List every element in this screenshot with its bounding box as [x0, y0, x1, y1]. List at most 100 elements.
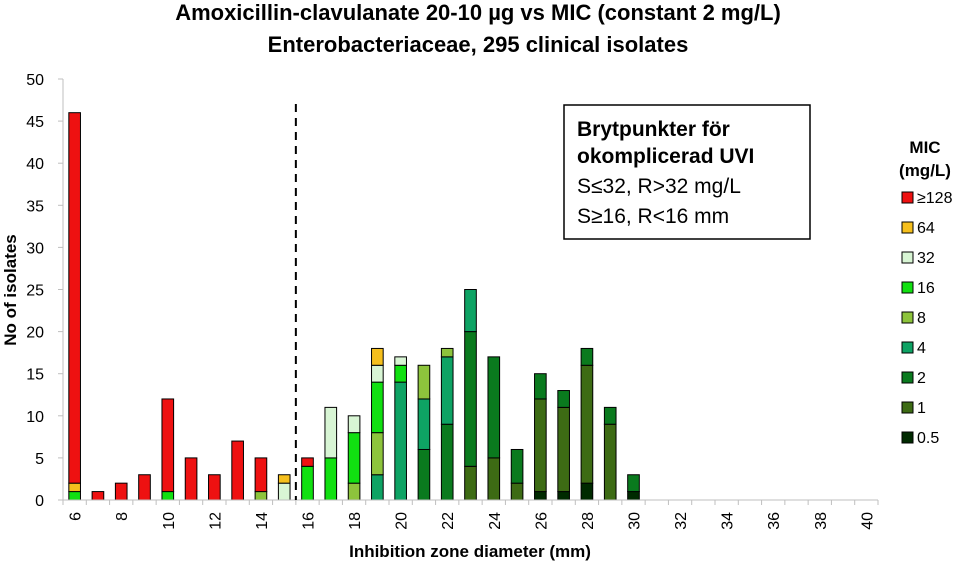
x-tick-label: 12	[207, 512, 224, 530]
bar-segment	[394, 356, 407, 366]
bar-segment	[277, 474, 291, 484]
x-axis-tick-labels: 6 8 10 12 14 16 18 20 22 24 26 28 30 32 34 36 38 40	[68, 512, 877, 530]
annotation-line-4: S≥16, R<16 mm	[577, 205, 729, 228]
bar-segment	[510, 448, 524, 484]
bar-segment	[557, 491, 570, 501]
bar-segment	[277, 482, 291, 501]
bar-segment	[534, 373, 547, 400]
bar-segment	[91, 491, 105, 501]
bar-segment	[440, 347, 454, 358]
bar-segment	[440, 423, 454, 501]
bar-segment	[347, 432, 361, 484]
y-tick-label: 20	[26, 325, 44, 342]
legend-label: 32	[917, 250, 935, 267]
bar-segment	[627, 474, 640, 493]
bar-segment	[417, 398, 431, 450]
bar-segment	[371, 432, 384, 476]
x-tick-label: 16	[301, 512, 318, 530]
x-tick-label: 18	[347, 512, 364, 530]
bar-segment	[534, 398, 547, 493]
bar-segment	[603, 406, 617, 425]
y-tick-label: 30	[26, 240, 44, 257]
y-tick-label: 10	[26, 409, 44, 426]
bar-segment	[184, 457, 198, 501]
x-tick-label: 40	[859, 512, 876, 530]
x-tick-label: 36	[766, 512, 783, 530]
bar-segment	[324, 406, 338, 459]
axes	[58, 78, 879, 505]
bar-segment	[603, 423, 617, 501]
annotation-line-2: okomplicerad UVI	[577, 145, 754, 168]
legend: MIC (mg/L) ≥128 64 32 16 8 4 2 1 0.5	[899, 138, 953, 447]
bar-segment	[301, 457, 314, 467]
bar-segment	[557, 390, 570, 408]
x-tick-label: 38	[813, 512, 830, 530]
y-tick-label: 45	[26, 114, 44, 131]
bar-segment	[417, 364, 431, 400]
bar-segment	[580, 364, 594, 484]
bar-segment	[464, 465, 477, 501]
bar-segment	[371, 474, 384, 501]
x-tick-label: 32	[673, 512, 690, 530]
bar-segment	[371, 364, 384, 383]
y-tick-label: 25	[26, 283, 44, 300]
x-tick-label: 34	[720, 512, 737, 530]
bar-segment	[208, 474, 221, 501]
legend-swatch	[901, 371, 914, 384]
bars	[68, 112, 640, 501]
legend-swatch	[901, 341, 914, 354]
legend-label: 1	[917, 400, 926, 417]
bar-segment	[487, 457, 501, 501]
bar-segment	[440, 356, 454, 425]
bar-segment	[231, 440, 244, 501]
y-tick-label: 15	[26, 367, 44, 384]
legend-swatch	[901, 401, 914, 414]
x-tick-label: 24	[487, 512, 504, 530]
bar-segment	[394, 364, 407, 383]
legend-label: 16	[917, 280, 935, 297]
y-tick-label: 40	[26, 156, 44, 173]
bar-segment	[68, 482, 81, 493]
bar-segment	[254, 491, 268, 501]
legend-swatch	[901, 251, 914, 264]
legend-items: ≥128 64 32 16 8 4 2 1 0.5	[901, 190, 953, 447]
bar-segment	[301, 465, 314, 501]
bar-segment	[68, 112, 81, 484]
legend-label: 64	[917, 220, 935, 237]
bar-segment	[138, 474, 151, 501]
bar-segment	[324, 457, 338, 501]
bar-segment	[534, 491, 547, 501]
annotation-frame	[563, 104, 811, 240]
annotation-line-3: S≤32, R>32 mg/L	[577, 175, 741, 198]
x-tick-label: 26	[533, 512, 550, 530]
annotation-line-1: Brytpunkter för	[577, 118, 730, 141]
x-tick-label: 10	[161, 512, 178, 530]
legend-label: 8	[917, 310, 926, 327]
x-axis-title: Inhibition zone diameter (mm)	[349, 542, 591, 561]
bar-segment	[464, 289, 477, 333]
bar-segment	[371, 381, 384, 434]
bar-segment	[68, 491, 81, 501]
legend-swatch	[901, 221, 914, 234]
bar-segment	[347, 415, 361, 434]
x-tick-label: 30	[627, 512, 644, 530]
bar-segment	[580, 347, 594, 366]
x-tick-label: 28	[580, 512, 597, 530]
legend-label: 4	[917, 340, 926, 357]
legend-swatch	[901, 311, 914, 324]
bar-segment	[394, 381, 407, 501]
legend-label: 2	[917, 370, 926, 387]
bar-segment	[417, 448, 431, 501]
x-tick-label: 8	[114, 512, 131, 521]
legend-swatch	[901, 281, 914, 294]
legend-title-line-2: (mg/L)	[899, 161, 951, 180]
y-axis-title: No of isolates	[1, 234, 20, 345]
bar-segment	[557, 406, 570, 493]
y-tick-label: 35	[26, 198, 44, 215]
legend-label: ≥128	[917, 190, 953, 207]
x-tick-label: 22	[440, 512, 457, 530]
x-tick-label: 14	[254, 512, 271, 530]
bar-segment	[580, 482, 594, 501]
y-tick-label: 50	[26, 72, 44, 89]
